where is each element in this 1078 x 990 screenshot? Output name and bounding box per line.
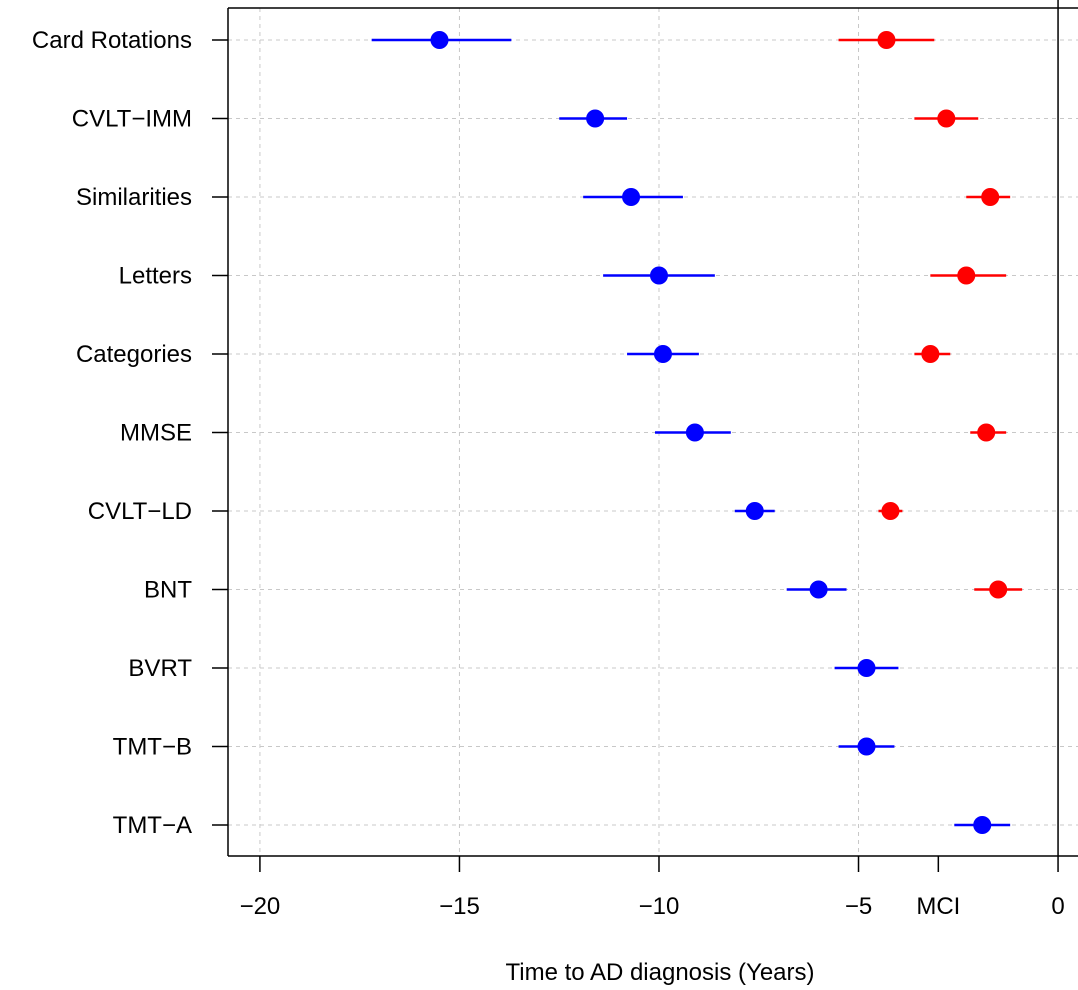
x-tick-label: −20 [240,893,281,920]
y-tick-label: BVRT [128,655,192,682]
y-tick-label: CVLT−IMM [72,106,192,133]
data-point [622,188,641,206]
data-point [745,502,764,520]
data-point [586,109,605,128]
data-point [937,109,956,128]
x-tick-label: −10 [639,893,680,920]
y-tick-label: MMSE [120,420,192,447]
data-point [653,345,672,363]
data-point [973,816,992,834]
y-tick-label: BNT [144,577,192,604]
data-point [685,423,704,442]
data-point [981,188,1000,206]
x-axis: −20 −15 −10 −5 MCI 0 [240,856,1065,920]
data-point [957,266,976,285]
data-point [649,266,668,285]
x-tick-label: MCI [916,893,960,920]
data-point [977,423,996,442]
y-tick-label: Similarities [76,184,192,211]
x-tick-label: 0 [1051,893,1064,920]
x-tick-label: −5 [845,893,872,920]
data-point [921,345,940,363]
grid-layer [228,8,1078,856]
y-tick-label: TMT−A [113,812,192,839]
series-layer [371,31,1023,834]
x-tick-label: −15 [439,893,480,920]
y-tick-label: Categories [76,341,192,368]
y-tick-label: Card Rotations [32,27,192,54]
data-point [430,31,449,49]
y-tick-label: CVLT−LD [88,498,192,525]
x-axis-title: Time to AD diagnosis (Years) [505,959,814,986]
data-point [877,31,896,49]
y-tick-label: TMT−B [113,734,192,761]
data-point [989,580,1008,599]
y-tick-label: Letters [119,263,192,290]
data-point [809,580,828,599]
data-point [857,737,876,756]
data-point [881,502,900,520]
y-axis: Card Rotations CVLT−IMM Similarities Letter… [32,27,228,839]
data-point [857,659,876,677]
